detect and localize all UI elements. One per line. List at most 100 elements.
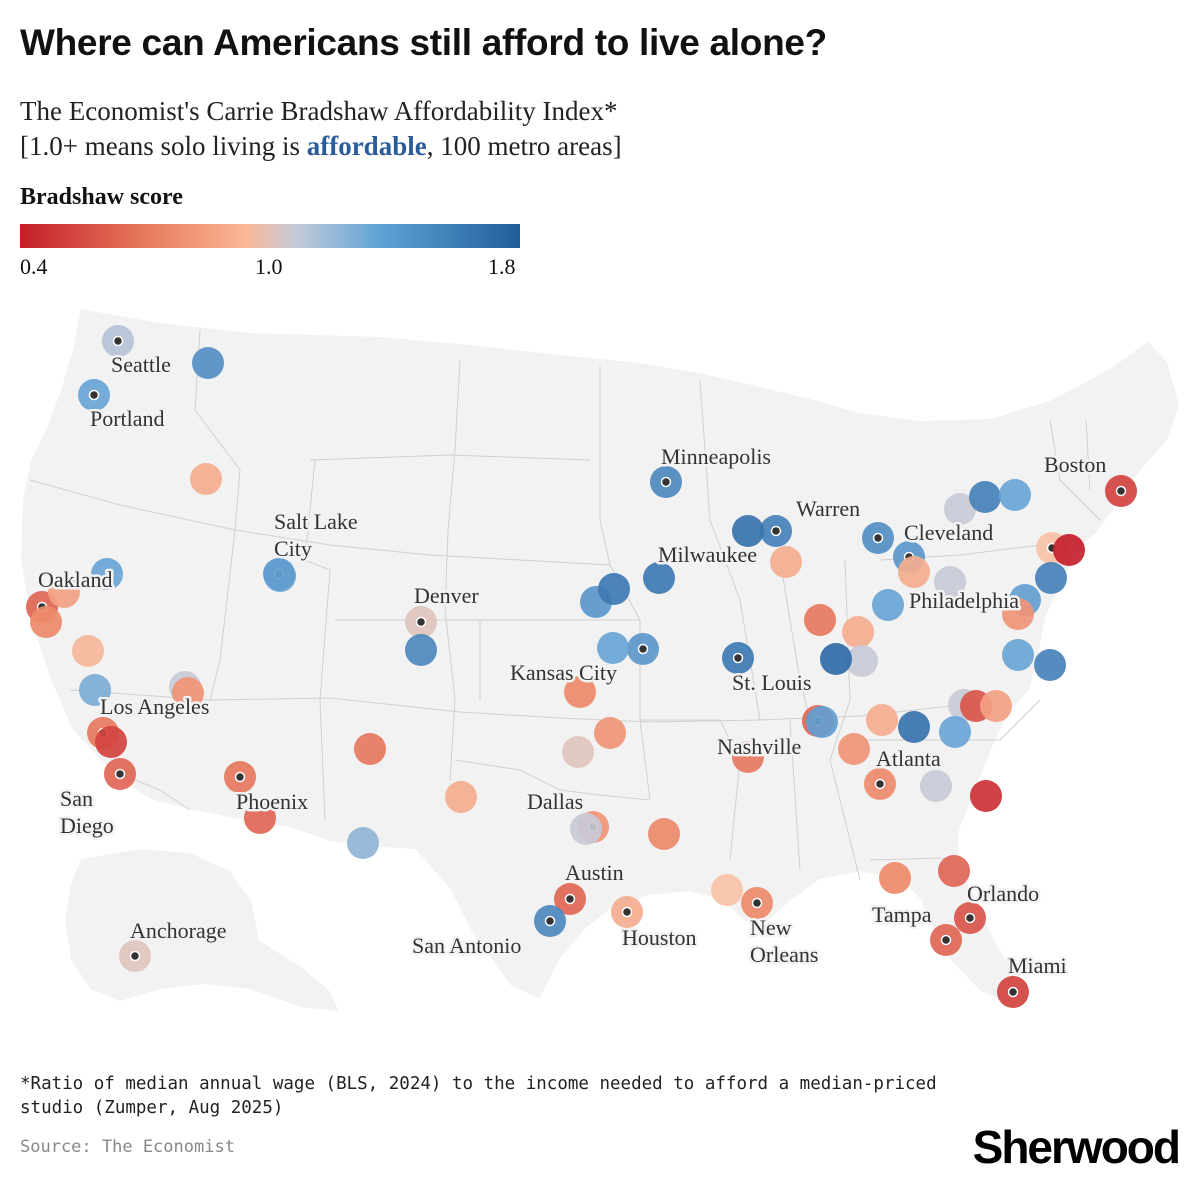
metro-bubble-circle — [72, 635, 104, 667]
metro-bubble-circle — [1035, 562, 1067, 594]
metro-bubble-milwaukee — [760, 515, 792, 547]
metro-bubble-circle — [920, 770, 952, 802]
state-border — [29, 479, 611, 566]
metro-center-dot — [770, 525, 782, 537]
legend-max-label: 1.8 — [488, 254, 516, 279]
metro-bubble — [30, 606, 62, 638]
metro-center-dot — [88, 389, 100, 401]
metro-bubble-boston — [1105, 475, 1137, 507]
subtitle-line-2-pre: [1.0+ means solo living is — [20, 131, 307, 161]
metro-bubble-san-diego — [104, 758, 136, 790]
metro-bubble-circle — [866, 704, 898, 736]
state-border — [699, 379, 761, 721]
metro-bubble-phoenix — [224, 761, 256, 793]
metro-bubble — [172, 677, 204, 709]
metro-bubble — [846, 645, 878, 677]
city-label-nashville: Nashville — [717, 734, 801, 759]
state-border — [779, 559, 811, 721]
state-border — [304, 459, 331, 821]
metro-bubble-circle — [190, 463, 222, 495]
metro-bubble-orlando — [954, 902, 986, 934]
metro-center-dot — [564, 893, 576, 905]
metro-bubble — [405, 634, 437, 666]
metro-bubble-circle — [944, 493, 976, 525]
metro-bubble — [1053, 534, 1085, 566]
city-label-dallas: Dallas — [527, 789, 583, 814]
us-metro-map: Seattle Portland Oakland Los Angeles San… — [18, 306, 1182, 1014]
city-label-orlando: Orlando — [967, 881, 1039, 906]
state-border — [640, 719, 741, 861]
city-label-anchorage: Anchorage — [130, 918, 227, 943]
city-label-oakland: Oakland — [38, 567, 113, 592]
metro-bubble — [944, 493, 976, 525]
metro-bubble-circle — [30, 606, 62, 638]
city-label-phoenix: Phoenix — [236, 789, 308, 814]
metro-bubble — [354, 733, 386, 765]
city-label-cleveland: Cleveland — [904, 520, 993, 545]
metro-bubble-circle — [405, 634, 437, 666]
state-border — [194, 329, 241, 701]
metro-bubble-circle — [172, 677, 204, 709]
metro-bubble — [866, 704, 898, 736]
metro-bubble — [648, 818, 680, 850]
metro-center-dot — [112, 335, 124, 347]
metro-bubble-circle — [820, 643, 852, 675]
metro-bubble-circle — [48, 576, 80, 608]
metro-bubble — [732, 515, 764, 547]
city-label-miami: Miami — [1008, 953, 1067, 978]
metro-center-dot — [621, 906, 633, 918]
subtitle-affordable-highlight: affordable — [306, 131, 427, 161]
metro-bubble-tampa — [930, 924, 962, 956]
metro-bubble-circle — [939, 716, 971, 748]
metro-bubble-kansas-city — [627, 633, 659, 665]
metro-center-dot — [114, 768, 126, 780]
legend-title: Bradshaw score — [20, 184, 183, 210]
metro-center-dot — [129, 950, 141, 962]
metro-bubble-circle — [562, 736, 594, 768]
metro-bubble — [920, 770, 952, 802]
metro-center-dot — [637, 643, 649, 655]
metro-bubble-circle — [192, 347, 224, 379]
metro-bubble-portland — [78, 379, 110, 411]
state-border — [454, 759, 651, 801]
metro-bubble-circle — [842, 616, 874, 648]
source-note: Source: The Economist — [20, 1137, 235, 1157]
metro-bubble-miami — [997, 976, 1029, 1008]
metro-bubble-circle — [770, 546, 802, 578]
chart-subtitle: The Economist's Carrie Bradshaw Affordab… — [20, 94, 622, 164]
metro-bubble — [969, 481, 1001, 513]
city-label-san-antonio: San Antonio — [412, 933, 521, 958]
metro-center-dot — [964, 912, 976, 924]
city-label-austin: Austin — [565, 860, 624, 885]
metro-bubble-circle — [570, 813, 602, 845]
metro-bubble-circle — [264, 560, 296, 592]
city-label-st-louis: St. Louis — [732, 670, 811, 695]
metro-bubble-circle — [91, 558, 123, 590]
city-label-milwaukee: Milwaukee — [658, 542, 757, 567]
metro-bubble — [594, 717, 626, 749]
metro-bubble — [1034, 649, 1066, 681]
metro-bubble — [643, 562, 675, 594]
city-labels: Seattle Portland Oakland Los Angeles San… — [36, 350, 1109, 981]
metro-bubble-circle — [872, 589, 904, 621]
city-label-kansas-city: Kansas City — [510, 660, 617, 685]
metro-bubble-circle — [711, 874, 743, 906]
metro-bubble-circle — [648, 818, 680, 850]
metro-bubble-new-orleans — [741, 887, 773, 919]
metro-bubble — [564, 676, 596, 708]
metro-bubble-circle — [970, 780, 1002, 812]
metro-bubble-circle — [354, 733, 386, 765]
metro-bubble — [970, 780, 1002, 812]
metro-bubble — [872, 589, 904, 621]
metro-bubble — [91, 558, 123, 590]
metro-bubble-denver — [405, 606, 437, 638]
metro-bubble — [445, 781, 477, 813]
metro-bubble-circle — [838, 733, 870, 765]
metro-bubble — [72, 635, 104, 667]
city-label-new-orleans: New Orleans — [750, 915, 818, 967]
metro-bubble-st-louis — [722, 642, 754, 674]
metro-bubble-circle — [1002, 598, 1034, 630]
city-label-atlanta: Atlanta — [876, 746, 941, 771]
metro-bubble-circle — [806, 706, 838, 738]
metro-bubble — [939, 716, 971, 748]
